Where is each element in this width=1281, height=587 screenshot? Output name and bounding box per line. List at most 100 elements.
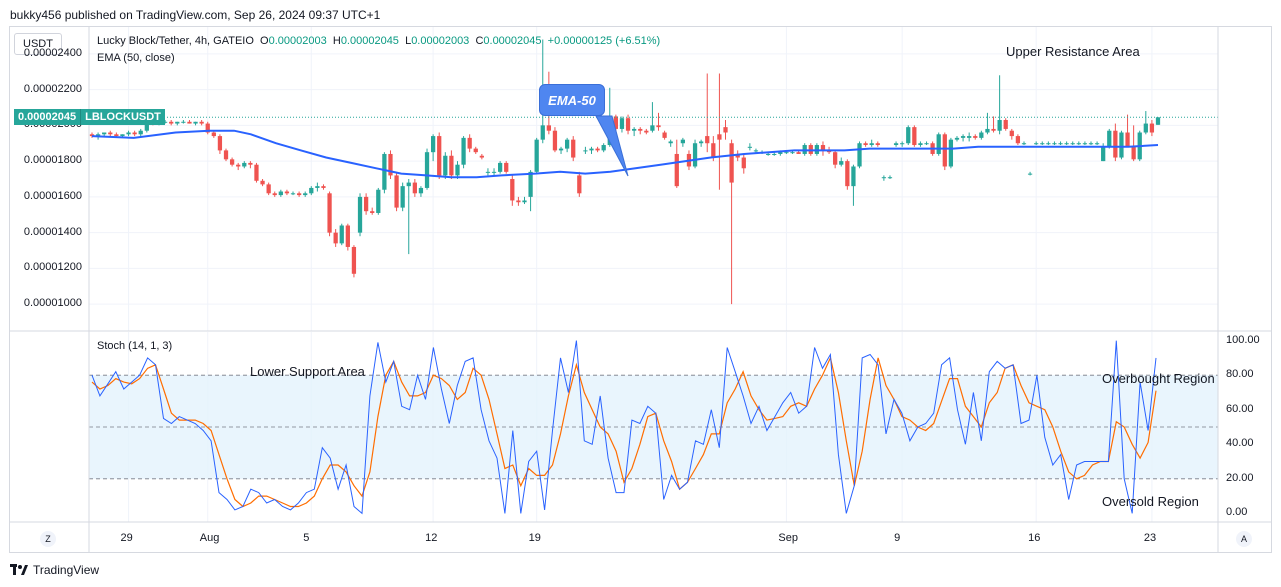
candle-body: [680, 139, 686, 144]
tradingview-logo[interactable]: TradingView: [10, 563, 99, 577]
candle-body: [778, 152, 783, 154]
candle-body: [571, 139, 576, 158]
candle-body: [1015, 136, 1021, 144]
candle-body: [296, 193, 302, 196]
ema-legend: EMA (50, close): [97, 52, 175, 64]
main-legend: Lucky Block/Tether, 4h, GATEIO O0.000020…: [97, 35, 660, 47]
candle-body: [162, 121, 168, 123]
candle-body: [217, 136, 223, 151]
candle-body: [278, 191, 283, 196]
candle-body: [1107, 130, 1112, 147]
candle-body: [656, 125, 661, 128]
candle-body: [491, 171, 497, 173]
candle-body: [893, 143, 899, 146]
candle-body: [400, 186, 405, 208]
candle-body: [138, 130, 143, 135]
candle-body: [723, 127, 728, 133]
candle-body: [747, 146, 753, 148]
candle-body: [510, 179, 515, 201]
candle-body: [114, 134, 119, 137]
candle-body: [1094, 143, 1100, 145]
candle-body: [558, 148, 564, 151]
candle-body: [242, 162, 247, 167]
candle-body: [522, 200, 527, 203]
stoch-band-lines: [89, 374, 1218, 480]
price-tick-label: 0.00001000: [23, 297, 82, 310]
legend-low: 0.00002003: [411, 35, 470, 47]
candle-body: [437, 136, 442, 176]
candle-body: [845, 161, 850, 187]
candle-body: [784, 152, 789, 154]
candle-body: [1064, 143, 1069, 145]
legend-high: 0.00002045: [340, 35, 399, 47]
candle-body: [497, 162, 503, 172]
candle-body: [960, 136, 966, 138]
time-tick-label: 19: [528, 532, 541, 544]
time-tick-label: 29: [120, 532, 133, 544]
candle-body: [1058, 143, 1063, 145]
candle-body: [900, 143, 905, 145]
stoch-tick-label: 0.00: [1226, 506, 1248, 519]
candle-body: [406, 182, 411, 187]
candle-body: [315, 186, 320, 188]
candle-body: [1143, 123, 1148, 133]
candle-body: [1101, 146, 1106, 162]
candle-body: [467, 137, 472, 149]
candle-body: [869, 143, 874, 146]
candle-body: [717, 134, 722, 140]
zoom-button[interactable]: Z: [40, 531, 56, 547]
candle-body: [211, 132, 216, 137]
legend-c-label: C: [475, 35, 484, 47]
candle-body: [205, 123, 210, 133]
candle-body: [321, 186, 326, 188]
legend-symbol: Lucky Block/Tether, 4h, GATEIO: [97, 35, 254, 47]
candle-body: [711, 143, 716, 158]
candle-body: [1088, 143, 1094, 145]
candle-body: [1046, 143, 1051, 145]
ema-callout-pointer: [595, 115, 629, 177]
candle-body: [370, 211, 375, 213]
candle-body: [1119, 132, 1124, 158]
lower-support-label: Lower Support Area: [250, 364, 365, 379]
legend-h-label: H: [332, 35, 341, 47]
candle-body: [1052, 143, 1057, 145]
candle-body: [699, 141, 704, 144]
candle-body: [1021, 143, 1027, 145]
candle-body: [1070, 143, 1075, 145]
candle-body: [1113, 130, 1118, 158]
pane-dividers: [10, 27, 1271, 552]
price-tick-label: 0.00002400: [23, 46, 82, 59]
legend-change: +0.00000125 (+6.51%): [547, 35, 661, 47]
candle-body: [126, 132, 131, 135]
candle-body: [181, 121, 186, 123]
currency-button[interactable]: USDT: [14, 33, 62, 55]
ema-50-line: [91, 129, 1159, 179]
candle-body: [540, 125, 545, 140]
candle-body: [625, 118, 631, 131]
stoch-tick-label: 60.00: [1226, 402, 1254, 415]
candle-body: [223, 150, 229, 160]
candle-body: [266, 184, 271, 194]
candle-body: [997, 119, 1002, 131]
stoch-tick-label: 80.00: [1226, 368, 1254, 381]
candle-body: [485, 171, 491, 173]
candle-body: [857, 143, 862, 167]
candle-body: [887, 177, 893, 179]
chart-frame: [9, 26, 1272, 553]
candle-body: [339, 225, 344, 244]
price-tick-label: 0.00002200: [23, 82, 82, 95]
auto-scale-button[interactable]: A: [1236, 531, 1252, 547]
candle-body: [108, 132, 113, 135]
time-tick-label: Sep: [778, 532, 798, 544]
legend-close: 0.00002045: [483, 35, 542, 47]
candle-body: [638, 128, 643, 131]
legend-open: 0.00002003: [268, 35, 327, 47]
candle-body: [479, 155, 484, 158]
candle-body: [595, 148, 600, 151]
candle-body: [327, 193, 332, 233]
candle-body: [881, 177, 887, 179]
candle-body: [546, 125, 551, 131]
candle-body: [924, 143, 929, 145]
candle-body: [601, 145, 606, 151]
